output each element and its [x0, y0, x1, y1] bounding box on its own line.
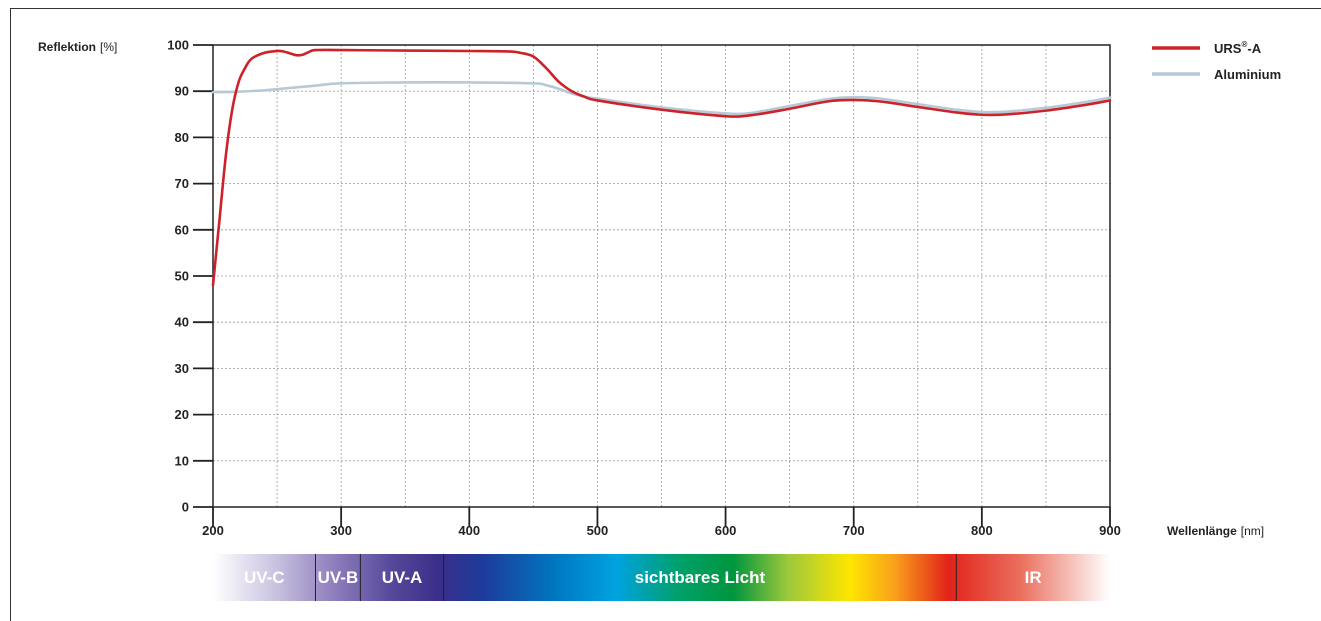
axes: 0 10 20 30 40 50 60 70 80 90 100 200 300 400 500 600 700… [167, 38, 1121, 539]
legend-label-urs-a: URS®-A [1214, 40, 1262, 56]
y-tick-label-60: 60 [175, 222, 189, 237]
band-label-uv-a: UV-A [382, 568, 423, 587]
y-tick-label-20: 20 [175, 407, 189, 422]
x-tick-label-200: 200 [202, 523, 224, 538]
y-tick-label-0: 0 [182, 500, 189, 515]
spectrum-bands: UV-C UV-B UV-A sichtbares Licht IR [244, 548, 1042, 601]
y-tick-label-50: 50 [175, 269, 189, 284]
band-label-ir: IR [1025, 568, 1042, 587]
band-label-uv-b: UV-B [318, 568, 359, 587]
x-tick-label-400: 400 [458, 523, 480, 538]
chart-frame [10, 8, 1321, 621]
series-line-urs [211, 48, 1112, 287]
x-axis-title: Wellenlänge [nm] [1167, 524, 1264, 538]
y-tick-label-80: 80 [175, 130, 189, 145]
grid [213, 45, 1110, 507]
band-label-sichtbares-licht: sichtbares Licht [635, 568, 766, 587]
x-tick-label-700: 700 [843, 523, 865, 538]
legend: URS®-A Aluminium [1152, 40, 1281, 82]
x-tick-label-300: 300 [330, 523, 352, 538]
spectrum-bar [213, 554, 1110, 601]
x-tick-label-500: 500 [587, 523, 609, 538]
x-tick-label-900: 900 [1099, 523, 1121, 538]
band-label-uv-c: UV-C [244, 568, 285, 587]
band-notch [443, 548, 446, 554]
y-tick-label-30: 30 [175, 361, 189, 376]
y-axis-title: Reflektion [%] [38, 40, 117, 54]
legend-label-aluminium: Aluminium [1214, 67, 1281, 82]
x-tick-label-600: 600 [715, 523, 737, 538]
y-tick-label-100: 100 [167, 38, 189, 53]
series-line-aluminium [211, 81, 1112, 116]
y-tick-label-90: 90 [175, 84, 189, 99]
series-lines [211, 48, 1112, 287]
y-tick-label-10: 10 [175, 453, 189, 468]
x-tick-label-800: 800 [971, 523, 993, 538]
y-tick-label-40: 40 [175, 315, 189, 330]
y-tick-label-70: 70 [175, 176, 189, 191]
